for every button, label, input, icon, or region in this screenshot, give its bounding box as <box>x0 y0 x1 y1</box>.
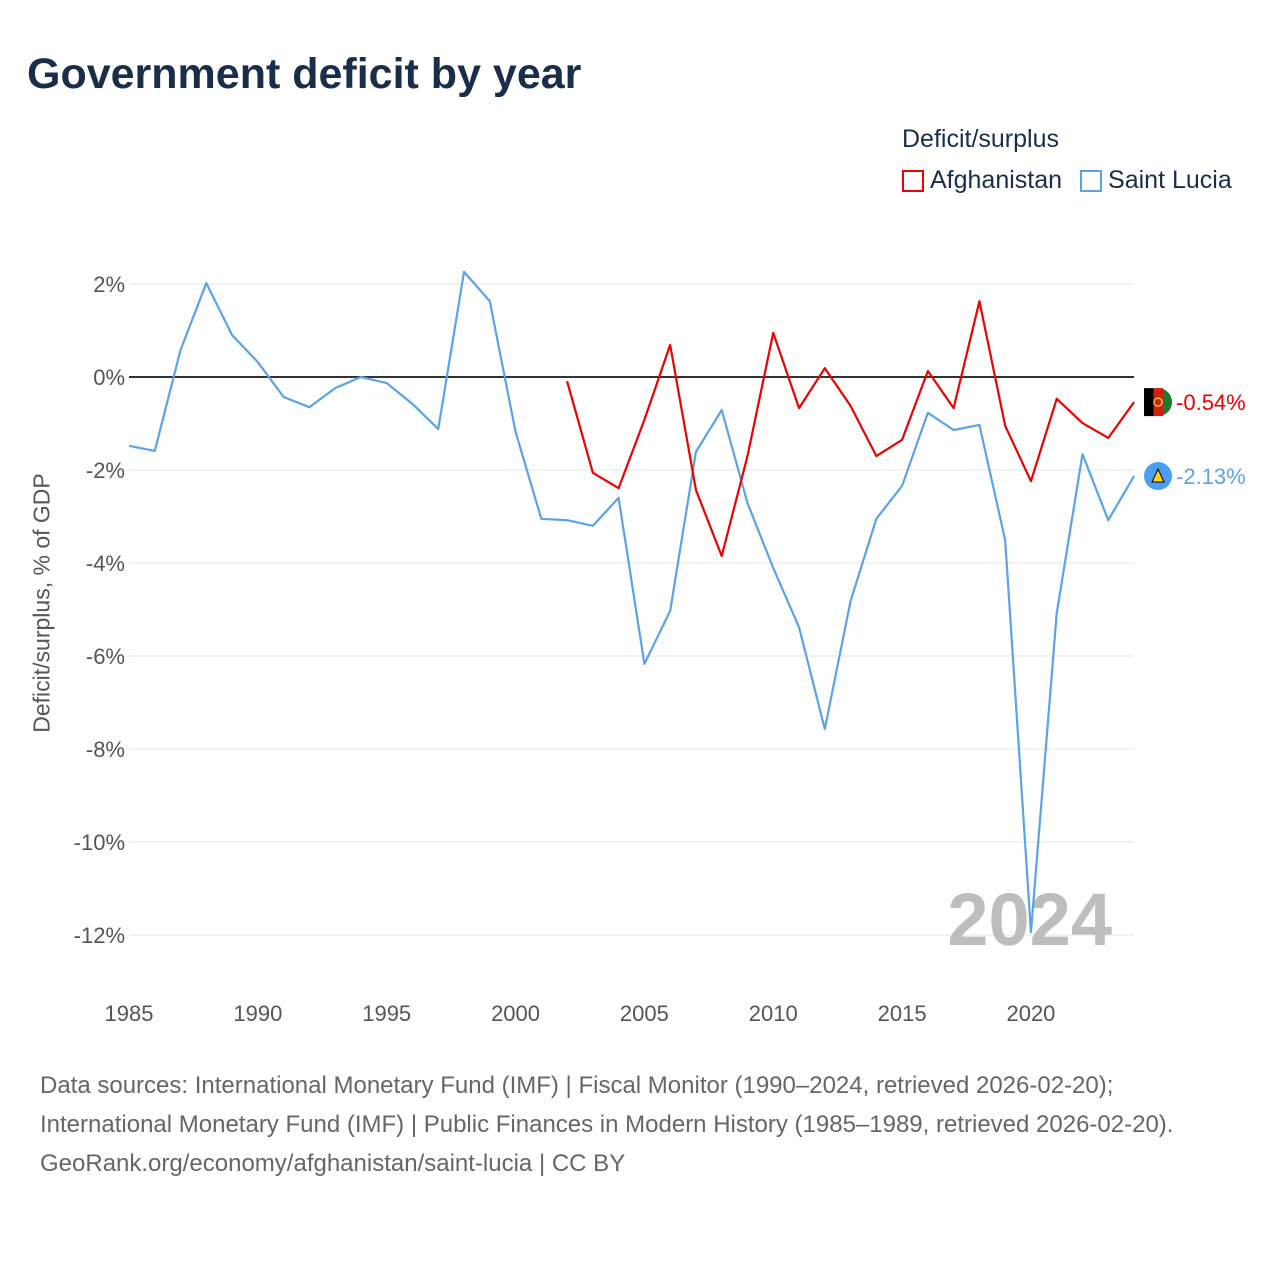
y-tick-label: 2% <box>93 272 125 297</box>
y-tick-label: 0% <box>93 365 125 390</box>
y-tick-label: -6% <box>86 644 125 669</box>
flag-emblem <box>1153 397 1163 407</box>
y-tick-label: -2% <box>86 458 125 483</box>
y-tick-label: -8% <box>86 737 125 762</box>
y-tick-label: -10% <box>74 830 125 855</box>
legend-label: Saint Lucia <box>1108 166 1232 194</box>
credit-link[interactable]: GeoRank.org/economy/afghanistan/saint-lu… <box>40 1150 626 1177</box>
x-tick-label: 1990 <box>233 1001 282 1026</box>
footer: Data sources: International Monetary Fun… <box>40 1066 1240 1183</box>
legend-label: Afghanistan <box>930 166 1063 194</box>
end-label-saint-lucia: -2.13% <box>1176 464 1246 489</box>
data-sources: Data sources: International Monetary Fun… <box>40 1072 1174 1138</box>
legend-swatch-saint-lucia <box>1080 169 1103 192</box>
series-line-afghanistan <box>566 300 1135 558</box>
x-tick-label: 1985 <box>105 1001 154 1026</box>
flag-stripe <box>1144 388 1154 417</box>
legend-item-afghanistan[interactable]: Afghanistan <box>902 166 1062 195</box>
legend: Afghanistan Saint Lucia <box>902 166 1232 195</box>
legend-title: Deficit/surplus <box>902 125 1059 153</box>
x-tick-label: 2010 <box>749 1001 798 1026</box>
x-tick-label: 2020 <box>1006 1001 1055 1026</box>
flag-stripe <box>1153 388 1164 417</box>
x-tick-label: 2005 <box>620 1001 669 1026</box>
x-tick-label: 2015 <box>878 1001 927 1026</box>
x-tick-label: 2000 <box>491 1001 540 1026</box>
y-tick-label: -12% <box>74 923 125 948</box>
legend-swatch-afghanistan <box>902 169 924 192</box>
end-label-afghanistan: -0.54% <box>1176 390 1246 415</box>
chart-title: Government deficit by year <box>27 50 582 98</box>
y-tick-label: -4% <box>86 551 125 576</box>
x-tick-label: 1995 <box>362 1001 411 1026</box>
legend-item-saint-lucia[interactable]: Saint Lucia <box>1080 166 1232 195</box>
series-line-saint-lucia <box>128 270 1135 934</box>
flag-emblem <box>1151 467 1165 483</box>
